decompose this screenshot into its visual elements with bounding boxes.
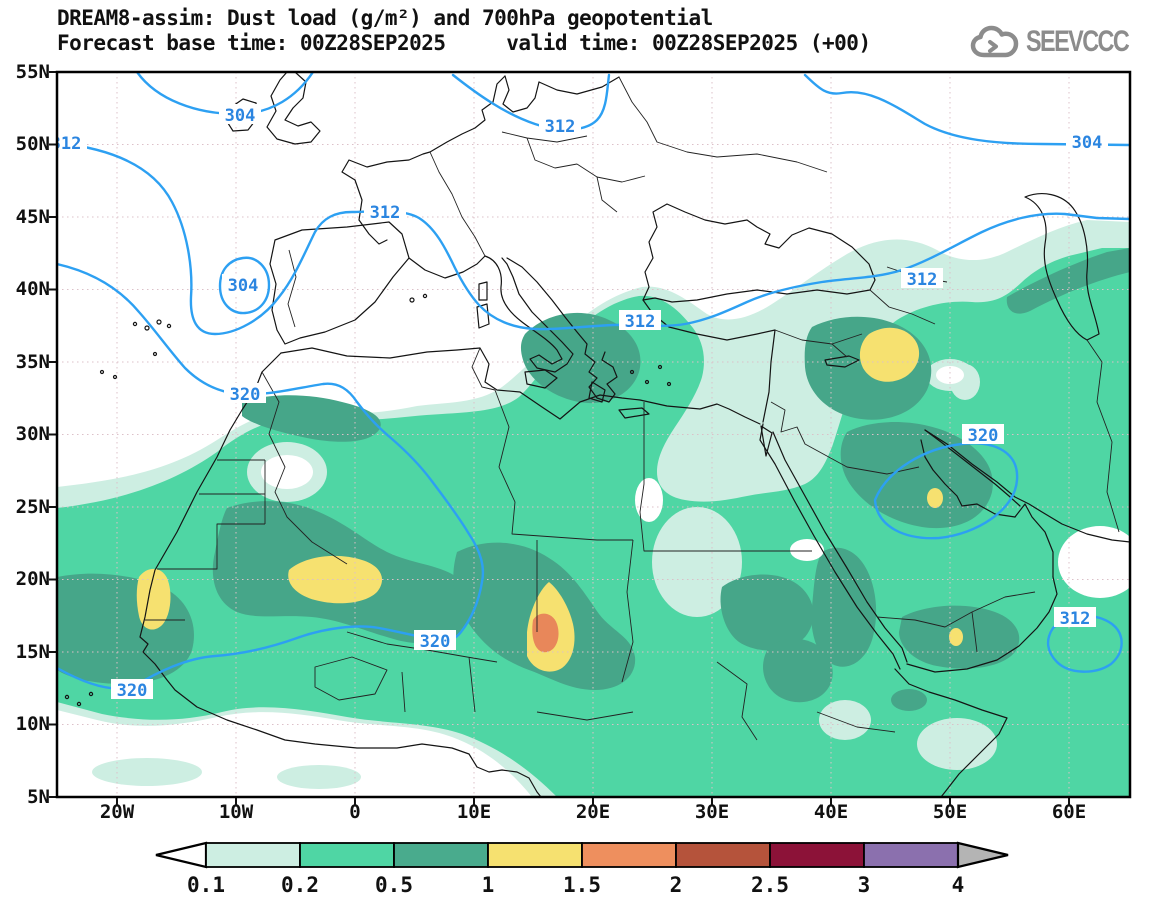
- colorbar-arrow-right: [956, 841, 1009, 869]
- lat-label: 25N: [15, 496, 50, 518]
- page-title: DREAM8-assim: Dust load (g/m²) and 700hP…: [57, 6, 713, 30]
- colorbar-value: 0.2: [281, 873, 319, 897]
- axis-ticks: [49, 71, 1070, 805]
- contour-label: 320: [968, 426, 999, 446]
- colorbar-value: 0.1: [187, 873, 225, 897]
- contour-label: 312: [370, 203, 401, 223]
- country-borders: [145, 76, 1120, 741]
- lat-label: 55N: [15, 61, 50, 83]
- contour-label: 320: [420, 632, 451, 652]
- lat-label: 10N: [15, 713, 50, 735]
- colorbar-cell: [299, 842, 395, 868]
- colorbar-value: 3: [858, 873, 871, 897]
- cloud-icon: [970, 25, 1019, 58]
- contour-label: 312: [625, 312, 656, 332]
- lon-label: 0: [349, 801, 361, 823]
- colorbar: 0.1 0.2 0.5 1 1.5 2 2.5 3 4: [154, 840, 1012, 906]
- colorbar-cell: [393, 842, 489, 868]
- lon-label: 20W: [99, 801, 135, 823]
- contour-labels: 304 312 304 320 312 312 304 312 312 320: [51, 104, 1108, 701]
- lat-label: 20N: [15, 568, 50, 590]
- contour-label: 312: [545, 117, 576, 137]
- colorbar-cell: [675, 842, 771, 868]
- logo-text: SEEVCCC: [1025, 25, 1130, 58]
- contour-label: 304: [228, 276, 259, 296]
- lon-label: 60E: [1051, 801, 1087, 823]
- lon-label: 50E: [932, 801, 968, 823]
- colorbar-cell: [487, 842, 583, 868]
- colorbar-value: 0.5: [375, 873, 413, 897]
- lat-label: 15N: [15, 641, 50, 663]
- colorbar-value: 2.5: [751, 873, 789, 897]
- contour-label: 304: [1072, 133, 1103, 153]
- colorbar-svg: 0.1 0.2 0.5 1 1.5 2 2.5 3 4: [155, 841, 1009, 897]
- contour-label: 304: [225, 106, 256, 126]
- colorbar-value: 4: [952, 873, 965, 897]
- colorbar-cell: [769, 842, 865, 868]
- contour-label: 312: [1060, 609, 1091, 629]
- colorbar-value: 1: [482, 873, 495, 897]
- dust-layer-1.5: [532, 613, 559, 653]
- lon-label: 40E: [813, 801, 849, 823]
- map-frame: [55, 70, 1132, 799]
- contour-label: 320: [117, 681, 148, 701]
- lat-label: 35N: [15, 351, 50, 373]
- lon-label: 10W: [218, 801, 254, 823]
- lat-label: 45N: [15, 206, 50, 228]
- colorbar-cell: [863, 842, 959, 868]
- forecast-time-line: Forecast base time: 00Z28SEP2025 valid t…: [57, 31, 871, 55]
- lat-label: 30N: [15, 423, 50, 445]
- contour-label: 320: [230, 385, 261, 405]
- lon-label: 20E: [575, 801, 611, 823]
- colorbar-cell: [581, 842, 677, 868]
- colorbar-value: 1.5: [563, 873, 601, 897]
- lon-label: 10E: [456, 801, 492, 823]
- colorbar-cell: [205, 842, 301, 868]
- colorbar-value: 2: [670, 873, 683, 897]
- lat-label: 40N: [15, 278, 50, 300]
- contour-label: 312: [51, 134, 82, 154]
- seevccc-logo: SEEVCCC: [970, 22, 1157, 62]
- contour-label: 312: [907, 270, 938, 290]
- map-canvas: 304 312 304 320 312 312 304 312 312 320: [49, 70, 1132, 805]
- colorbar-arrow-left: [155, 841, 208, 869]
- lat-label: 5N: [27, 786, 50, 808]
- coastlines: [64, 72, 1130, 797]
- lon-label: 30E: [694, 801, 730, 823]
- graticule: [57, 72, 1130, 797]
- lat-label: 50N: [15, 133, 50, 155]
